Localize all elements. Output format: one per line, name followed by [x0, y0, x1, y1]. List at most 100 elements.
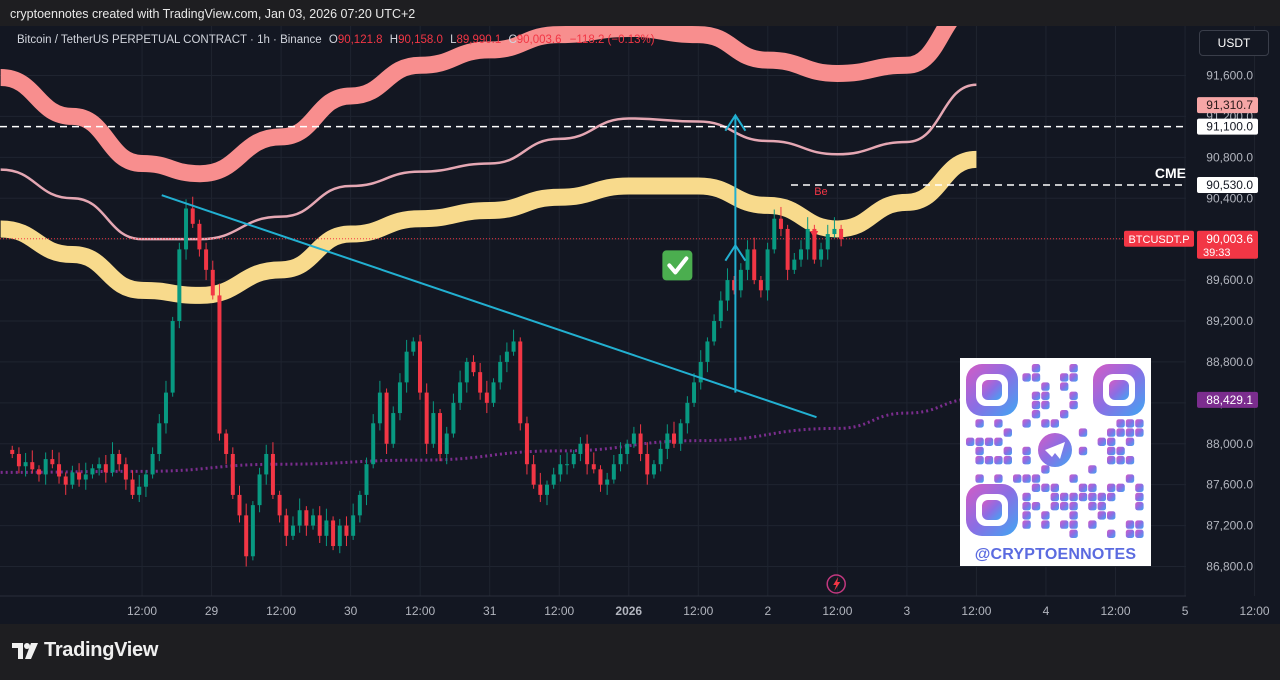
candle-body — [665, 433, 670, 449]
candle-body — [745, 249, 750, 270]
candle-body — [511, 341, 516, 352]
candle-body — [531, 464, 536, 485]
y-tick-label: 89,200.0 — [1206, 314, 1253, 328]
candle-body — [150, 453, 155, 475]
candle-body — [678, 423, 683, 444]
candle-body — [364, 464, 369, 495]
x-tick-label: 12:00 — [961, 604, 991, 618]
candle-body — [651, 464, 656, 475]
candle-body — [725, 280, 730, 301]
candle-body — [230, 453, 235, 495]
candle-body — [317, 515, 322, 536]
trend-line — [161, 194, 817, 419]
y-tick-label: 91,600.0 — [1206, 69, 1253, 83]
ma-price-tag-bg — [1197, 391, 1258, 408]
candle-body — [738, 269, 743, 291]
upper-band-price-tag: 91,310.7 — [1206, 98, 1253, 112]
candle-body — [638, 433, 643, 454]
tradingview-wordmark: TradingView — [44, 639, 159, 661]
candle-body — [264, 453, 269, 475]
candle-body — [43, 459, 48, 475]
currency-button[interactable]: USDT — [1199, 30, 1269, 56]
candle-body — [732, 280, 737, 291]
candle-body — [805, 228, 810, 250]
candle-body — [484, 392, 489, 403]
candle-body — [625, 443, 630, 454]
candle-body — [110, 453, 115, 473]
candle-body — [270, 453, 275, 495]
ohlc-close-value: 90,003.6 — [516, 34, 562, 46]
candle-body — [672, 433, 677, 444]
price-chart[interactable]: CME Be 12:00 29 12:00 30 12:00 31 12:00 2026 12:00… — [0, 26, 1280, 624]
attribution-text: cryptoennotes created with TradingView.c… — [10, 7, 416, 21]
candle-body — [397, 382, 402, 414]
candle-body — [571, 453, 576, 465]
candle-body — [50, 459, 55, 465]
candle-body — [331, 520, 336, 547]
candle-body — [30, 462, 35, 470]
check-mark-icon — [662, 250, 693, 281]
candle-body — [605, 479, 610, 485]
x-tick-label: 2 — [764, 604, 771, 618]
candle-body — [204, 249, 209, 270]
candle-body — [591, 464, 596, 470]
footer-bar: TradingView — [0, 624, 1280, 680]
candle-body — [237, 494, 242, 516]
last-price-tag: 90,003.6 — [1206, 232, 1253, 246]
candle-body — [123, 464, 128, 480]
candle-body — [758, 280, 763, 291]
qr-watermark: @CRYPTOENNOTES — [960, 358, 1151, 566]
candle-body — [351, 515, 356, 536]
chart-panel[interactable]: CME Be 12:00 29 12:00 30 12:00 31 12:00 2026 12:00… — [0, 26, 1280, 624]
candle-body — [324, 520, 329, 536]
candle-body — [698, 361, 703, 383]
ohlc-change: −118.2 (−0.13%) — [569, 34, 655, 46]
tradingview-logo-icon — [12, 642, 38, 659]
candle-body — [391, 413, 396, 444]
candle-body — [417, 341, 422, 393]
candle-body — [357, 494, 362, 516]
check-mark-glyph — [667, 256, 689, 275]
mid-line — [0, 83, 977, 241]
candle-body — [184, 208, 189, 250]
candle-body — [337, 525, 342, 547]
candle-body — [819, 249, 824, 260]
tradingview-logo[interactable]: TradingView — [12, 639, 158, 662]
candle-body — [284, 515, 289, 536]
cme-price-tag: 90,530.0 — [1206, 178, 1253, 192]
candle-body — [792, 259, 797, 270]
candle-body — [424, 392, 429, 444]
upper-band-price-tag-bg — [1197, 97, 1258, 114]
lightning-icon — [826, 574, 846, 594]
candle-body — [157, 423, 162, 454]
candle-body — [438, 413, 443, 454]
resistance-price-tag-bg — [1197, 118, 1258, 135]
y-tick-label: 90,800.0 — [1206, 150, 1253, 164]
candle-body — [344, 525, 349, 536]
candle-body — [645, 453, 650, 475]
x-tick-label: 30 — [344, 604, 358, 618]
x-tick-label: 12:00 — [683, 604, 713, 618]
candle-body — [778, 218, 783, 229]
candle-body — [224, 433, 229, 454]
candle-body — [752, 249, 757, 281]
y-tick-label: 87,200.0 — [1206, 519, 1253, 533]
candle-body — [565, 464, 570, 466]
x-tick-label: 4 — [1043, 604, 1050, 618]
ma-price-tag: 88,429.1 — [1206, 393, 1253, 407]
watermark-handle: @CRYPTOENNOTES — [974, 546, 1137, 563]
symbol-tag: BTCUSDT.P — [1128, 234, 1189, 246]
candle-body — [558, 464, 563, 475]
candle-body — [712, 321, 717, 342]
candle-body — [23, 462, 28, 467]
x-tick-label: 12:00 — [1240, 604, 1270, 618]
candle-body — [765, 249, 770, 291]
candle-body — [177, 249, 182, 321]
x-tick-label: 12:00 — [544, 604, 574, 618]
symbol-tag-bg — [1124, 230, 1194, 247]
ohlc-low-value: 89,990.1 — [456, 34, 502, 46]
x-tick-label: 29 — [205, 604, 219, 618]
candle-body — [304, 510, 309, 526]
candle-body — [297, 510, 302, 526]
y-tick-label: 87,600.0 — [1206, 478, 1253, 492]
